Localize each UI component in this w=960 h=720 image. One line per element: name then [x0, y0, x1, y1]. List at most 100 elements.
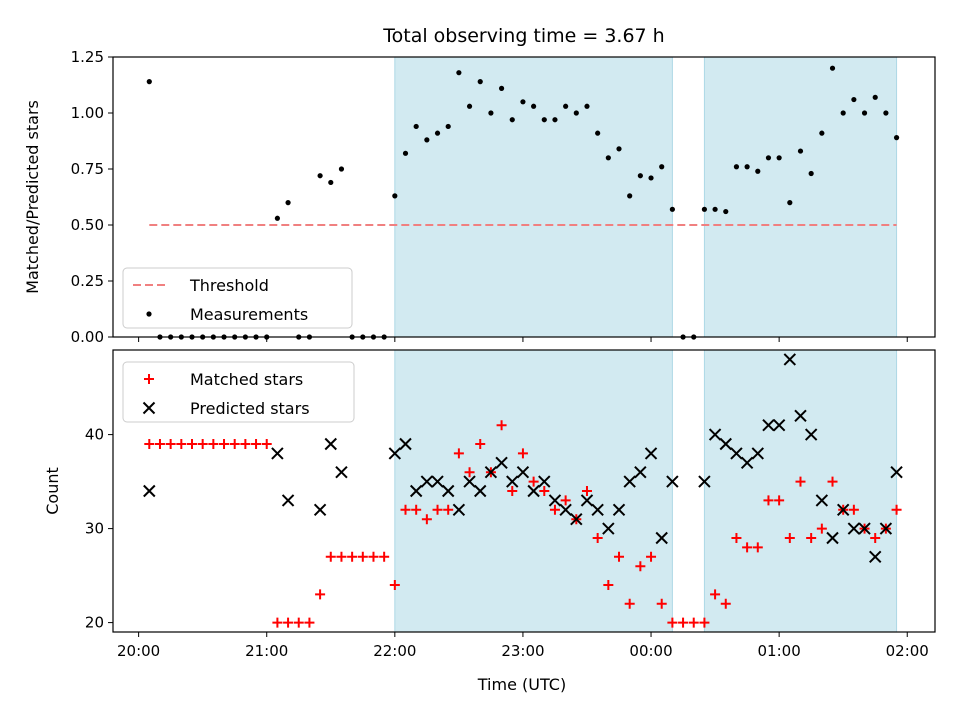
- measurements-point-44: [605, 155, 611, 161]
- matched-stars-point-55: [720, 598, 731, 609]
- matched-stars-point-38: [539, 486, 550, 496]
- predicted-stars-point-27: [602, 522, 615, 535]
- measurements-point-61: [787, 200, 793, 206]
- predicted-stars-point-42: [783, 353, 797, 366]
- measurements-point-37: [531, 103, 537, 109]
- matched-stars-point-60: [774, 495, 785, 506]
- measurements-point-70: [883, 110, 889, 116]
- predicted-stars-point-49: [858, 522, 871, 535]
- matched-stars-point-12: [261, 439, 272, 449]
- matched-stars-point-20: [347, 551, 358, 562]
- x-tick-label-3: 22:00: [373, 642, 416, 660]
- measurements-point-48: [648, 175, 654, 181]
- measurements-point-30: [456, 70, 462, 76]
- measurements-point-49: [659, 164, 665, 170]
- matched-stars-point-49: [656, 598, 667, 609]
- measurements-point-58: [755, 168, 761, 174]
- top-y-tick-label-4: 0.75: [71, 160, 104, 178]
- predicted-stars-point-41: [772, 418, 786, 432]
- matched-stars-point-34: [496, 420, 507, 431]
- matched-stars-point-59: [763, 495, 774, 506]
- bottom-y-tick-label-3: 40: [85, 426, 104, 444]
- matched-stars-legend-label: Matched stars: [190, 370, 303, 389]
- predicted-stars-point-32: [655, 531, 668, 545]
- measurements-point-47: [637, 173, 643, 179]
- matched-stars-point-26: [411, 504, 422, 515]
- predicted-stars-point-4: [313, 503, 327, 517]
- predicted-stars-point-50: [869, 550, 882, 564]
- measurements-legend-label: Measurements: [190, 305, 308, 324]
- matched-stars-point-28: [432, 504, 443, 515]
- predicted-stars-point-24: [570, 512, 583, 526]
- predicted-stars-point-10: [420, 475, 434, 488]
- predicted-stars-point-11: [431, 475, 444, 488]
- matched-stars-point-61: [784, 533, 795, 543]
- predicted-stars-point-22: [548, 494, 562, 507]
- predicted-stars-point-16: [484, 465, 498, 479]
- x-tick-label-4: 23:00: [501, 642, 544, 660]
- top-y-tick-label-5: 1.00: [71, 104, 104, 122]
- matched-stars-point-65: [827, 476, 838, 487]
- x-axis-title: Time (UTC): [477, 675, 566, 694]
- predicted-stars-point-18: [506, 475, 519, 488]
- predicted-stars-point-7: [388, 447, 402, 460]
- matched-stars-point-21: [357, 551, 368, 562]
- predicted-stars-point-19: [516, 465, 530, 479]
- matched-stars-point-58: [752, 542, 763, 553]
- matched-stars-legend-marker: [144, 374, 154, 384]
- matched-stars-point-71: [891, 504, 902, 515]
- matched-stars-point-1: [144, 439, 155, 449]
- measurements-point-53: [701, 206, 708, 212]
- predicted-stars-point-2: [271, 447, 284, 460]
- predicted-stars-point-28: [612, 503, 626, 517]
- predicted-stars-point-8: [399, 437, 412, 451]
- predicted-stars-point-31: [644, 447, 658, 460]
- x-tick-label-6: 01:00: [758, 642, 801, 660]
- matched-stars-point-50: [667, 617, 678, 628]
- measurements-point-32: [477, 79, 483, 85]
- bottom-legend-box: [122, 361, 355, 423]
- predicted-stars-point-51: [879, 522, 893, 535]
- matched-stars-point-16: [304, 617, 315, 628]
- top-legend-box: [122, 267, 353, 329]
- measurements-point-63: [808, 170, 814, 177]
- matched-stars-point-24: [389, 580, 400, 590]
- measurements-point-56: [733, 164, 740, 170]
- matched-stars-point-5: [186, 439, 197, 449]
- predicted-stars-point-47: [836, 503, 850, 517]
- bottom-legend: Matched stars Predicted stars: [122, 361, 355, 423]
- predicted-stars-point-12: [441, 484, 455, 498]
- matched-stars-point-56: [731, 533, 742, 543]
- predicted-stars-point-30: [634, 465, 647, 479]
- matched-stars-point-15: [293, 617, 304, 628]
- predicted-stars-point-45: [815, 494, 829, 507]
- predicted-stars-point-39: [751, 447, 764, 460]
- bottom-y-axis-title: Count: [43, 467, 62, 515]
- measurements-point-55: [723, 208, 729, 215]
- predicted-stars-legend-label: Predicted stars: [190, 399, 310, 418]
- matched-stars-point-46: [624, 598, 635, 609]
- matched-stars-point-62: [795, 476, 806, 487]
- matched-stars-point-6: [197, 439, 208, 449]
- matched-stars-point-45: [614, 551, 625, 562]
- matched-stars-point-40: [560, 495, 571, 506]
- predicted-stars-point-52: [890, 465, 903, 479]
- matched-stars-point-67: [848, 504, 859, 515]
- predicted-stars-point-36: [719, 437, 732, 451]
- matched-stars-point-7: [208, 439, 219, 449]
- predicted-stars-point-34: [698, 475, 711, 488]
- bottom-y-tick-label-2: 30: [85, 520, 104, 538]
- predicted-stars-point-38: [740, 456, 754, 470]
- matched-stars-point-30: [453, 448, 464, 459]
- top-y-axis-title: Matched/Predicted stars: [23, 100, 42, 294]
- matched-stars-point-2: [154, 439, 165, 449]
- top-y-tick-label-2: 0.25: [71, 272, 104, 290]
- measurements-point-1: [146, 79, 152, 85]
- matched-stars-point-9: [229, 439, 240, 449]
- matched-stars-point-18: [325, 551, 336, 562]
- measurements-point-46: [627, 193, 633, 199]
- predicted-stars-point-17: [495, 456, 508, 470]
- top-shaded-interval-1: [394, 56, 673, 338]
- top-shaded-interval-2: [703, 56, 898, 338]
